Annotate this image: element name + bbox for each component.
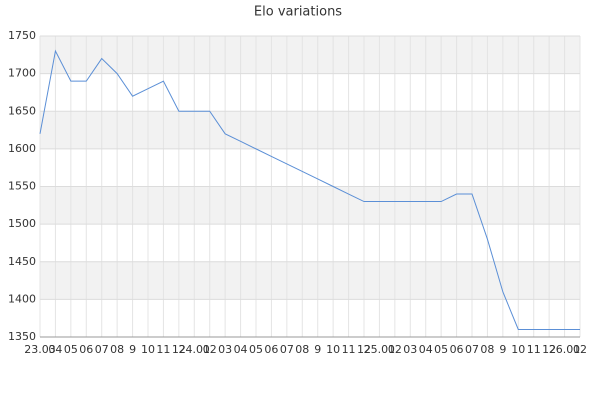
x-tick-label: 11	[156, 343, 170, 356]
line	[39, 49, 580, 330]
chart-title: Elo variations	[254, 5, 342, 20]
x-tick-label: 24.01	[179, 343, 211, 356]
x-tick-label: 04	[234, 343, 248, 356]
y-tick-label: 1500	[8, 217, 36, 230]
x-tick-label: 05	[249, 343, 263, 356]
x-tick-label: 02	[388, 343, 402, 356]
y-tick-label: 1700	[8, 67, 36, 80]
x-tick-label: 02	[203, 343, 217, 356]
x-tick-label: 10	[511, 343, 525, 356]
x-tick-label: 03	[403, 343, 417, 356]
x-tick-label: 05	[434, 343, 448, 356]
y-tick-label: 1400	[8, 292, 36, 305]
x-tick-label: 06	[79, 343, 93, 356]
x-tick-label: 06	[450, 343, 464, 356]
x-tick-label: 12	[357, 343, 371, 356]
x-tick-label: 23.03	[24, 343, 56, 356]
x-tick-label: 9	[314, 343, 321, 356]
x-tick-label: 07	[95, 343, 109, 356]
y-tick-label: 1650	[8, 104, 36, 117]
x-tick-label: 03	[218, 343, 232, 356]
x-tick-label: 12	[542, 343, 556, 356]
x-tick-label: 10	[141, 343, 155, 356]
x-tick-label: 02	[573, 343, 587, 356]
x-tick-label: 08	[480, 343, 494, 356]
x-tick-label: 04	[419, 343, 433, 356]
y-tick-label: 1550	[8, 180, 36, 193]
x-tick-label: 08	[110, 343, 124, 356]
grid-band	[40, 111, 580, 149]
x-tick-label: 05	[64, 343, 78, 356]
x-tick-label: 12	[172, 343, 186, 356]
x-tick-label: 26.01	[549, 343, 581, 356]
x-tick-label: 04	[48, 343, 62, 356]
x-tick-label: 9	[129, 343, 136, 356]
x-tick-label: 9	[499, 343, 506, 356]
grid-band	[40, 36, 580, 74]
x-tick-label: 11	[342, 343, 356, 356]
x-tick-label: 07	[465, 343, 479, 356]
x-tick-label: 25.01	[364, 343, 396, 356]
x-tick-label: 07	[280, 343, 294, 356]
y-tick-label: 1600	[8, 142, 36, 155]
x-tick-label: 11	[527, 343, 541, 356]
grid-band	[40, 261, 580, 300]
x-tick-label: 10	[326, 343, 340, 356]
x-tick-label: 08	[295, 343, 309, 356]
y-tick-label: 1450	[8, 255, 36, 268]
x-tick-label: 06	[264, 343, 278, 356]
y-tick-label: 1350	[8, 330, 36, 343]
grid-band	[40, 186, 580, 225]
y-tick-label: 1750	[8, 29, 36, 42]
